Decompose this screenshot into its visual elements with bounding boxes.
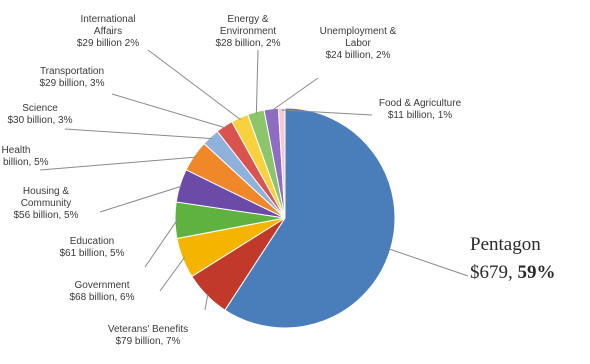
leader-line-science [64,128,212,140]
leader-line-pentagon [388,248,469,277]
label-transportation: Transportation $29 billion, 3% [39,66,104,89]
leader-line-food-agriculture [281,109,373,116]
label-international-affairs: International Affairs $29 billion 2% [77,14,139,49]
leader-line-transportation [111,93,226,129]
pie-slice-food-agriculture [277,107,286,219]
label-science: Science $30 billion, 3% [7,103,72,126]
leader-line-health [39,156,196,171]
label-government: Government $68 billion, 6% [69,280,134,303]
label-housing-community: Housing & Community $56 billion, 5% [13,186,78,221]
leader-line-housing-community [99,185,182,213]
leader-line-government [159,257,185,292]
label-pentagon-value: $679, 59% [470,262,556,283]
leader-line-international-affairs [147,49,241,120]
label-pentagon-name: Pentagon [470,234,541,255]
label-veterans-benefits: Veterans' Benefits $79 billion, 7% [108,324,188,347]
label-food-agriculture: Food & Agriculture $11 billion, 1% [379,98,462,121]
label-unemployment-labor: Unemployment & Labor $24 billion, 2% [320,26,397,61]
leader-line-unemployment-labor [271,77,319,112]
leader-line-veterans-benefits [204,293,209,311]
label-education: Education $61 billion, 5% [59,236,124,259]
label-health: Health$53 billion, 5% [0,145,49,168]
leader-line-energy-environment [255,49,259,114]
label-energy-environment: Energy & Environment $28 billion, 2% [215,14,280,49]
leader-line-education [144,219,178,268]
